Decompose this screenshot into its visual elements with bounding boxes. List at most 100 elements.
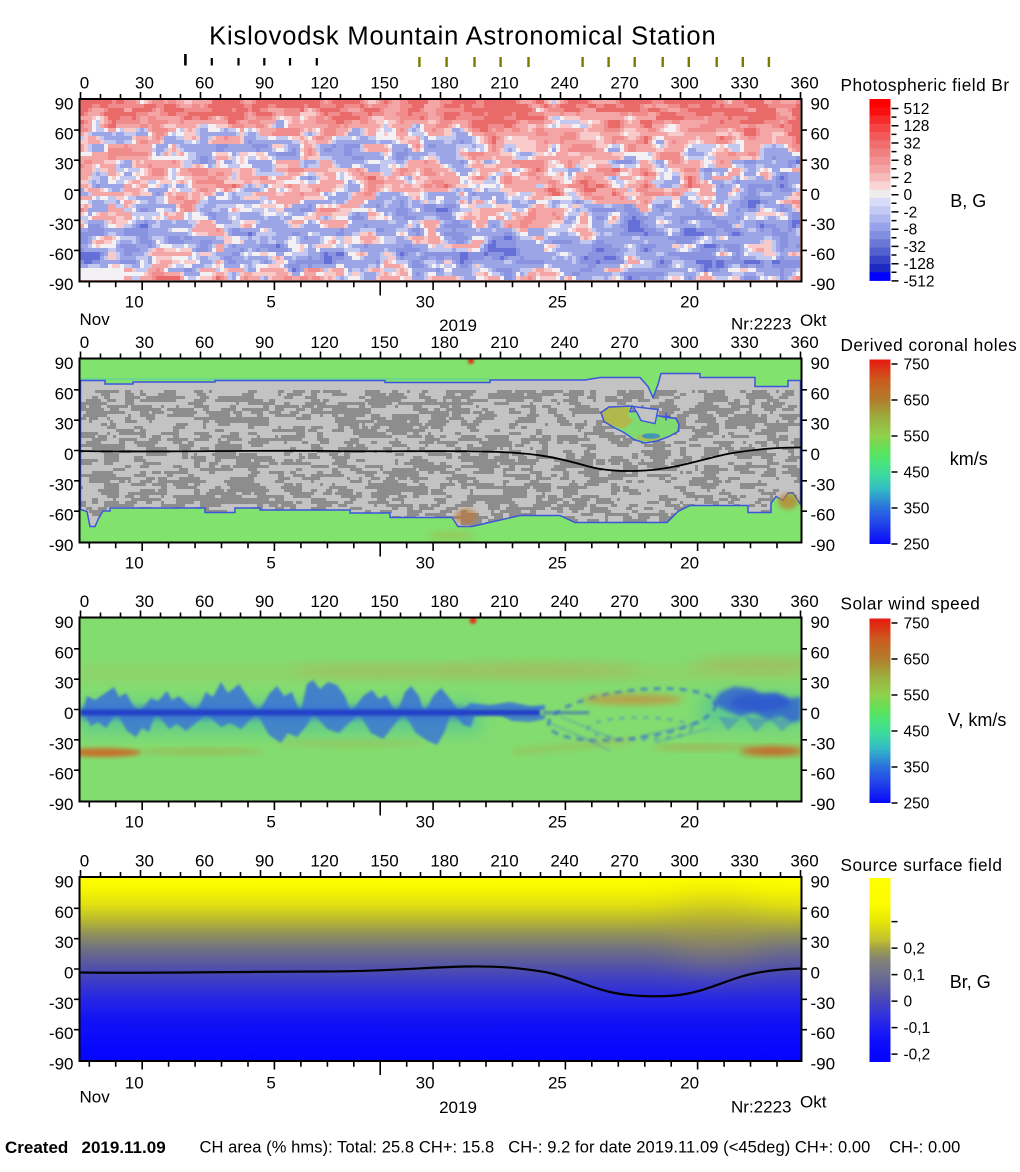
svg-text:90: 90 [55, 873, 74, 892]
svg-text:210: 210 [490, 73, 518, 92]
svg-text:300: 300 [670, 851, 698, 870]
svg-text:330: 330 [730, 333, 758, 352]
svg-text:210: 210 [490, 333, 518, 352]
svg-text:60: 60 [55, 903, 74, 922]
svg-text:0: 0 [64, 185, 73, 204]
svg-text:-30: -30 [811, 475, 836, 494]
svg-text:-60: -60 [49, 506, 74, 525]
svg-text:25: 25 [548, 554, 567, 573]
svg-text:Okt: Okt [800, 1093, 827, 1112]
svg-text:360: 360 [790, 851, 818, 870]
svg-text:-60: -60 [811, 506, 836, 525]
svg-text:30: 30 [55, 933, 74, 952]
svg-text:450: 450 [904, 465, 930, 482]
svg-text:0: 0 [811, 964, 820, 983]
svg-text:32: 32 [904, 135, 921, 152]
svg-text:CH area (% hms): Total: 25.8 C: CH area (% hms): Total: 25.8 CH+: 15.8 C… [200, 1139, 961, 1157]
svg-text:90: 90 [55, 95, 74, 114]
svg-text:0: 0 [64, 964, 73, 983]
svg-text:0: 0 [811, 185, 820, 204]
svg-text:-30: -30 [811, 994, 836, 1013]
svg-text:60: 60 [811, 903, 830, 922]
svg-text:90: 90 [255, 333, 274, 352]
svg-text:60: 60 [811, 384, 830, 403]
svg-text:350: 350 [904, 760, 930, 777]
svg-text:-60: -60 [49, 245, 74, 264]
svg-text:-0,2: -0,2 [904, 1047, 931, 1064]
svg-text:5: 5 [266, 1074, 275, 1093]
svg-text:20: 20 [680, 1074, 699, 1093]
svg-text:90: 90 [811, 613, 830, 632]
svg-text:270: 270 [610, 592, 638, 611]
svg-text:-60: -60 [49, 765, 74, 784]
svg-text:Solar wind speed: Solar wind speed [841, 594, 981, 614]
svg-text:-30: -30 [49, 475, 74, 494]
svg-text:-90: -90 [49, 795, 74, 814]
svg-text:10: 10 [125, 813, 144, 832]
svg-text:-30: -30 [811, 215, 836, 234]
svg-text:-512: -512 [904, 273, 935, 290]
svg-text:-60: -60 [811, 245, 836, 264]
svg-text:300: 300 [670, 73, 698, 92]
svg-text:-128: -128 [904, 256, 935, 273]
svg-text:90: 90 [811, 95, 830, 114]
svg-text:25: 25 [548, 813, 567, 832]
svg-text:km/s: km/s [950, 449, 988, 469]
svg-text:60: 60 [811, 125, 830, 144]
svg-text:30: 30 [811, 933, 830, 952]
svg-text:-30: -30 [49, 215, 74, 234]
svg-text:120: 120 [310, 851, 338, 870]
svg-text:30: 30 [135, 851, 154, 870]
svg-text:0: 0 [64, 445, 73, 464]
svg-text:120: 120 [310, 592, 338, 611]
svg-text:Photospheric field Br: Photospheric field Br [841, 75, 1010, 95]
svg-text:330: 330 [730, 851, 758, 870]
svg-text:0: 0 [80, 73, 89, 92]
svg-text:0,1: 0,1 [904, 967, 926, 984]
svg-text:20: 20 [680, 293, 699, 312]
svg-text:90: 90 [255, 73, 274, 92]
svg-text:60: 60 [811, 643, 830, 662]
svg-text:210: 210 [490, 851, 518, 870]
svg-text:8: 8 [904, 153, 913, 170]
svg-text:60: 60 [195, 851, 214, 870]
svg-text:25: 25 [548, 1074, 567, 1093]
svg-text:30: 30 [416, 293, 435, 312]
svg-text:Br, G: Br, G [950, 972, 991, 992]
svg-text:30: 30 [416, 1074, 435, 1093]
svg-text:150: 150 [370, 851, 398, 870]
svg-text:240: 240 [550, 73, 578, 92]
svg-text:250: 250 [904, 537, 930, 554]
svg-text:-90: -90 [811, 795, 836, 814]
svg-text:-90: -90 [811, 536, 836, 555]
svg-text:60: 60 [55, 643, 74, 662]
svg-text:90: 90 [811, 354, 830, 373]
svg-text:Nov: Nov [80, 310, 111, 329]
svg-text:128: 128 [904, 118, 930, 135]
svg-text:-8: -8 [904, 222, 918, 239]
svg-text:30: 30 [55, 415, 74, 434]
svg-text:180: 180 [430, 73, 458, 92]
svg-text:150: 150 [370, 333, 398, 352]
svg-text:240: 240 [550, 851, 578, 870]
svg-text:-0,1: -0,1 [904, 1020, 931, 1037]
svg-text:2019.11.09: 2019.11.09 [82, 1138, 166, 1157]
svg-text:180: 180 [430, 333, 458, 352]
svg-text:60: 60 [195, 333, 214, 352]
svg-text:90: 90 [55, 354, 74, 373]
svg-text:150: 150 [370, 592, 398, 611]
svg-text:270: 270 [610, 851, 638, 870]
svg-text:-60: -60 [49, 1024, 74, 1043]
svg-text:0: 0 [811, 445, 820, 464]
svg-text:270: 270 [610, 73, 638, 92]
svg-text:Created: Created [5, 1138, 68, 1157]
svg-text:Nov: Nov [80, 1088, 111, 1107]
svg-text:30: 30 [811, 674, 830, 693]
svg-text:B, G: B, G [950, 191, 986, 211]
svg-text:450: 450 [904, 724, 930, 741]
svg-text:650: 650 [904, 652, 930, 669]
svg-text:-30: -30 [49, 734, 74, 753]
svg-text:-30: -30 [811, 734, 836, 753]
svg-text:120: 120 [310, 333, 338, 352]
svg-text:V, km/s: V, km/s [948, 710, 1006, 730]
